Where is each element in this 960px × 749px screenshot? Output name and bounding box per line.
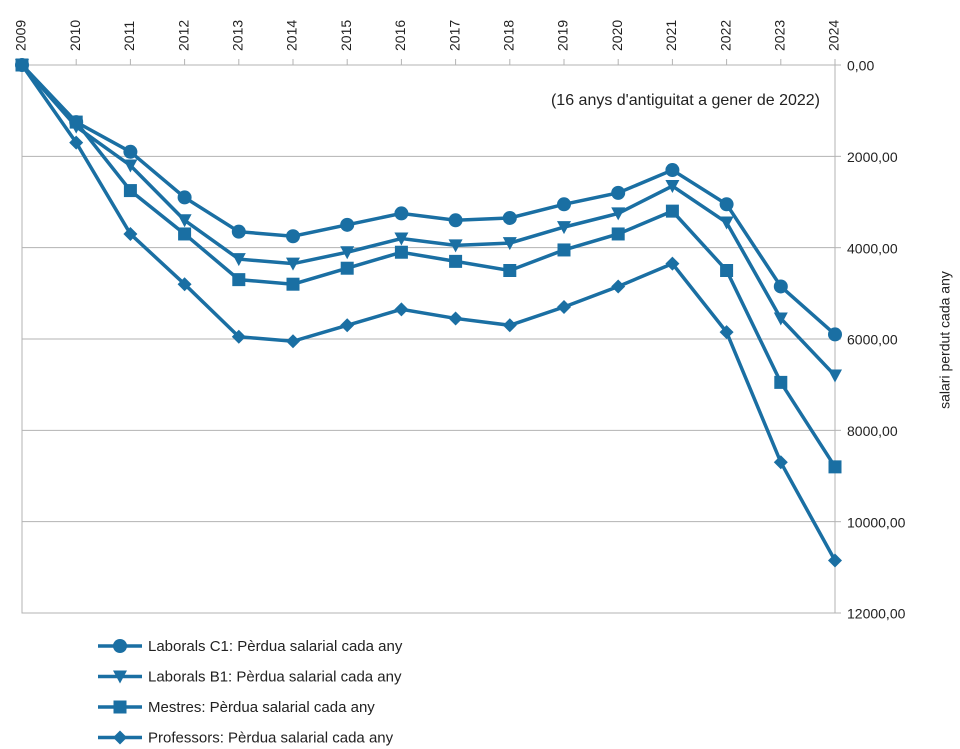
marker [502, 210, 517, 225]
marker [665, 180, 680, 194]
series-line [20, 63, 837, 468]
marker [113, 639, 127, 653]
marker [231, 253, 246, 267]
marker [557, 300, 571, 315]
marker [286, 257, 300, 271]
marker [394, 245, 408, 259]
marker [177, 214, 192, 228]
x-tick-label: 2022 [717, 20, 733, 51]
x-tick-label: 2015 [338, 20, 354, 51]
y-tick-label: 8000,00 [847, 423, 898, 439]
marker [394, 206, 409, 221]
marker [231, 224, 246, 239]
y-tick-label: 0,00 [847, 58, 874, 74]
y-tick-label: 12000,00 [847, 606, 906, 622]
marker [231, 329, 246, 344]
legend-label: Mestres: Pèrdua salarial cada any [148, 699, 375, 716]
x-tick-label: 2020 [609, 20, 625, 51]
marker [448, 213, 463, 228]
marker [719, 216, 734, 230]
marker [665, 204, 679, 218]
marker [394, 302, 409, 317]
x-tick-label: 2010 [67, 20, 83, 51]
y-tick-label: 10000,00 [847, 514, 906, 530]
x-tick-label: 2018 [501, 20, 517, 51]
marker [340, 261, 354, 275]
marker [123, 144, 138, 159]
x-tick-label: 2021 [663, 20, 679, 51]
marker [557, 221, 571, 235]
x-tick-label: 2011 [121, 21, 137, 51]
x-tick-label: 2014 [284, 20, 300, 51]
x-tick-label: 2012 [175, 20, 191, 51]
marker [113, 730, 127, 745]
marker [611, 207, 626, 221]
marker [113, 670, 127, 684]
x-tick-label: 2024 [826, 20, 842, 51]
marker [611, 185, 626, 200]
marker [286, 229, 300, 244]
marker [611, 279, 626, 294]
x-tick-label: 2019 [555, 20, 571, 51]
x-tick-label: 2013 [230, 20, 246, 51]
marker [286, 334, 300, 349]
y-tick-label: 6000,00 [847, 332, 898, 348]
marker [340, 217, 355, 232]
marker [611, 227, 625, 241]
marker [557, 243, 571, 257]
marker [15, 58, 29, 72]
marker [773, 312, 788, 326]
legend-label: Laborals C1: Pèrdua salarial cada any [148, 638, 403, 655]
marker [178, 227, 192, 241]
marker [394, 232, 409, 246]
marker [665, 256, 680, 271]
marker [828, 460, 842, 474]
marker [123, 226, 138, 241]
marker [113, 700, 127, 714]
series-line [20, 63, 837, 377]
x-tick-label: 2023 [772, 20, 788, 51]
legend-label: Laborals B1: Pèrdua salarial cada any [148, 668, 402, 685]
marker [123, 159, 138, 173]
marker [719, 325, 734, 340]
series-line [20, 63, 837, 562]
x-tick-label: 2016 [392, 20, 408, 51]
x-tick-label: 2009 [13, 20, 29, 51]
marker [773, 455, 788, 470]
marker [503, 264, 517, 277]
marker [340, 246, 355, 260]
marker [232, 273, 246, 287]
marker [557, 197, 571, 212]
marker [665, 163, 680, 178]
marker [828, 327, 842, 342]
marker [448, 311, 463, 326]
marker [448, 239, 463, 253]
marker [286, 277, 300, 291]
annotation: (16 anys d'antiguitat a gener de 2022) [551, 92, 820, 109]
x-tick-label: 2017 [446, 20, 462, 51]
y-tick-label: 4000,00 [847, 240, 898, 256]
marker [773, 279, 788, 294]
marker [774, 375, 788, 389]
marker [69, 135, 84, 150]
marker [719, 197, 734, 212]
marker [502, 318, 517, 333]
y-tick-label: 2000,00 [847, 149, 898, 165]
marker [828, 369, 842, 383]
marker [177, 277, 192, 292]
series-line [20, 63, 837, 336]
marker [828, 553, 842, 568]
legend-label: Professors: Pèrdua salarial cada any [148, 729, 394, 746]
marker [69, 115, 83, 129]
marker [123, 184, 137, 198]
marker [340, 318, 355, 333]
marker [449, 254, 463, 268]
y-axis-title: salari perdut cada any [937, 271, 953, 409]
marker [720, 264, 734, 277]
marker [502, 237, 517, 251]
marker [177, 190, 192, 205]
